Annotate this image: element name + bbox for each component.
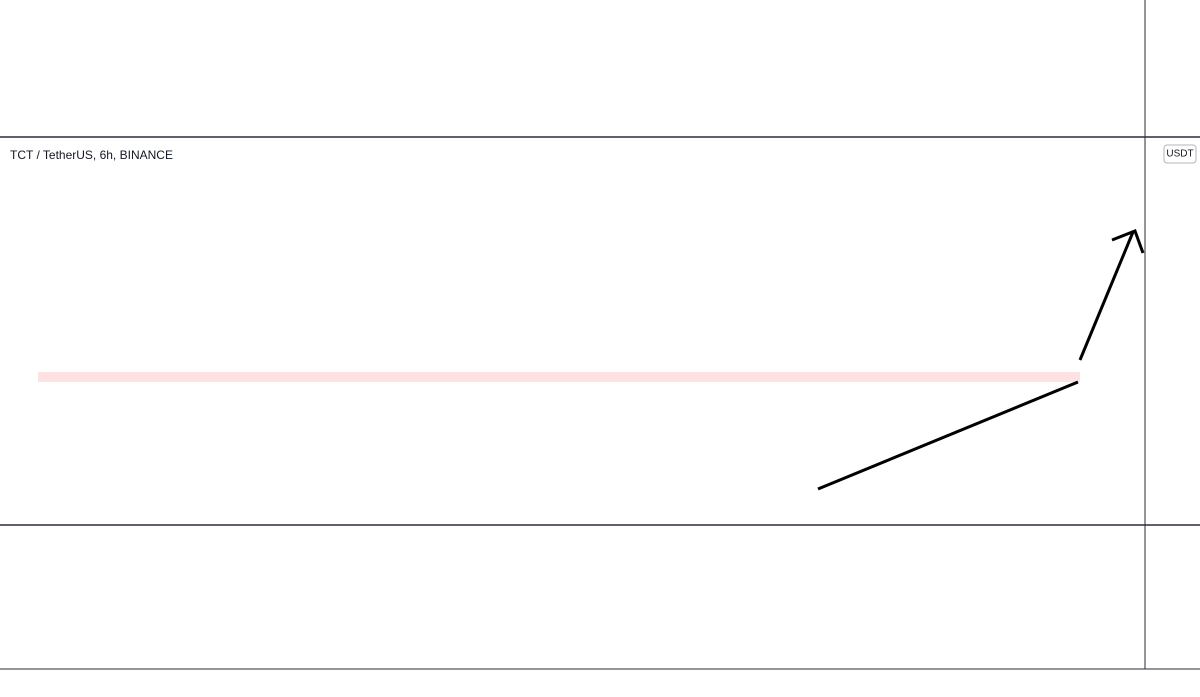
resistance-zone xyxy=(38,372,1080,382)
chart-title: TCT / TetherUS, 6h, BINANCE xyxy=(10,148,173,162)
currency-label: USDT xyxy=(1166,149,1193,160)
arrow-shaft xyxy=(1078,231,1135,361)
arrow-head xyxy=(1111,229,1145,254)
trend-line xyxy=(817,380,1079,491)
currency-badge xyxy=(1163,144,1197,164)
